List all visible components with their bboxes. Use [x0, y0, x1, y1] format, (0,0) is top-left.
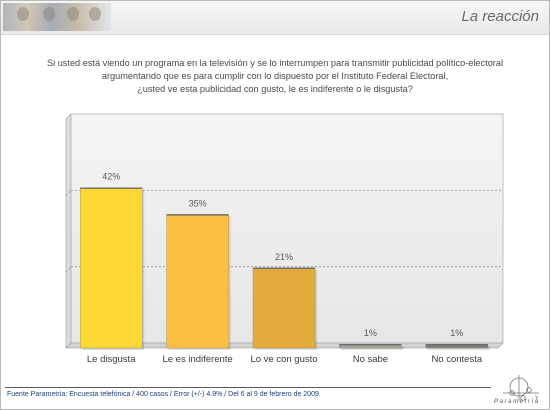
- header-band: La reacción: [1, 1, 549, 35]
- survey-question: Si usted está viendo un programa en la t…: [31, 57, 519, 96]
- brand-name: Parametría: [494, 399, 540, 405]
- svg-text:y: y: [535, 393, 539, 401]
- gridline: [65, 266, 72, 272]
- bar: [252, 267, 316, 349]
- data-label: 1%: [450, 328, 463, 338]
- section-title: La reacción: [461, 8, 539, 25]
- chart-gridlines: [65, 189, 503, 272]
- data-label: 42%: [102, 172, 120, 182]
- footer-divider: [5, 387, 491, 388]
- source-note: Fuente Parametría: Encuesta telefónica /…: [7, 391, 321, 398]
- parametria-logo-icon: y: [503, 375, 539, 401]
- question-line: argumentando que es para cumplir con lo …: [101, 71, 449, 81]
- chart-bars: [79, 187, 490, 350]
- category-label: Le es indiferente: [162, 354, 232, 365]
- bar: [166, 214, 229, 349]
- chart-labels: 42% Le disgusta 35% Le es indiferente 21% Lo …: [87, 172, 483, 365]
- category-label: No sabe: [353, 354, 388, 365]
- question-line: ¿usted ve esta publicidad con gusto, le …: [137, 84, 413, 94]
- category-label: Le disgusta: [87, 354, 136, 365]
- question-line: Si usted está viendo un programa en la t…: [46, 58, 504, 68]
- gridline: [65, 190, 72, 196]
- data-label: 1%: [364, 328, 377, 338]
- data-label: 35%: [189, 198, 207, 208]
- category-label: No contesta: [431, 354, 482, 365]
- bar: [79, 187, 143, 349]
- header-photo-strip: [3, 3, 111, 31]
- data-label: 21%: [275, 252, 293, 262]
- chart-side-wall: [65, 113, 72, 349]
- category-label: Lo ve con gusto: [250, 354, 317, 365]
